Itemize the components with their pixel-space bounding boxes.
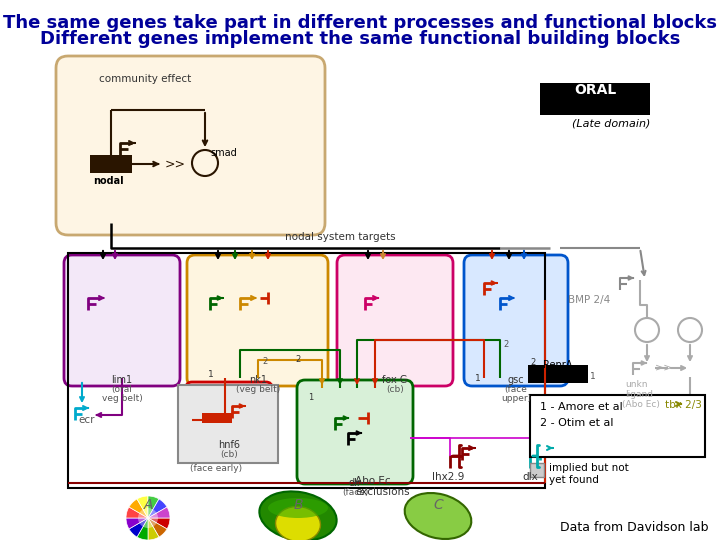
Bar xyxy=(528,365,588,383)
Wedge shape xyxy=(126,518,148,529)
Text: unkn: unkn xyxy=(625,380,647,389)
FancyBboxPatch shape xyxy=(64,255,180,386)
Text: ReprA: ReprA xyxy=(544,360,572,370)
Text: Abo Ec: Abo Ec xyxy=(355,476,391,486)
Text: tbx 2/3: tbx 2/3 xyxy=(665,400,702,410)
Wedge shape xyxy=(137,496,148,518)
Ellipse shape xyxy=(405,493,472,539)
Text: 1: 1 xyxy=(208,370,214,379)
Text: C: C xyxy=(433,498,443,512)
Wedge shape xyxy=(129,499,148,518)
Text: (Abo Ec): (Abo Ec) xyxy=(622,400,660,409)
Text: 2: 2 xyxy=(295,355,300,364)
Bar xyxy=(530,463,544,477)
Text: dlr: dlr xyxy=(348,478,361,488)
Text: (veg belt): (veg belt) xyxy=(236,385,280,394)
Text: ecr: ecr xyxy=(78,415,94,425)
Text: 2 - Otim et al: 2 - Otim et al xyxy=(540,418,613,428)
Text: nodal: nodal xyxy=(93,176,124,186)
Text: yet found: yet found xyxy=(549,475,599,485)
Wedge shape xyxy=(148,518,159,540)
Text: nodal system targets: nodal system targets xyxy=(285,232,395,242)
Text: implied but not: implied but not xyxy=(549,463,629,473)
Text: ORAL: ORAL xyxy=(574,83,616,97)
Wedge shape xyxy=(137,518,148,540)
Text: (Late domain): (Late domain) xyxy=(572,118,650,128)
Text: (oral: (oral xyxy=(112,385,132,394)
Text: >>: >> xyxy=(165,158,186,171)
Wedge shape xyxy=(148,518,170,529)
Text: 1: 1 xyxy=(308,393,313,402)
Text: A: A xyxy=(143,498,153,512)
Text: veg belt): veg belt) xyxy=(102,394,143,403)
Text: 1 - Amore et al: 1 - Amore et al xyxy=(540,402,623,412)
Wedge shape xyxy=(129,518,148,537)
Ellipse shape xyxy=(276,507,320,540)
Text: BMP 2/4: BMP 2/4 xyxy=(568,295,611,305)
FancyBboxPatch shape xyxy=(337,255,453,386)
Text: (face): (face) xyxy=(342,488,368,497)
Text: hnf6: hnf6 xyxy=(218,440,240,450)
Wedge shape xyxy=(126,507,148,518)
Bar xyxy=(530,395,705,457)
Text: ligand: ligand xyxy=(625,390,653,399)
Text: 1: 1 xyxy=(590,372,595,381)
Wedge shape xyxy=(148,499,167,518)
Circle shape xyxy=(138,508,158,528)
Text: 2: 2 xyxy=(262,357,267,366)
Text: 2: 2 xyxy=(530,358,535,367)
Text: 1: 1 xyxy=(475,374,481,383)
Text: Data from Davidson lab: Data from Davidson lab xyxy=(559,521,708,534)
Text: (face: (face xyxy=(505,385,528,394)
FancyBboxPatch shape xyxy=(186,382,272,444)
Text: (face early): (face early) xyxy=(190,464,242,473)
FancyBboxPatch shape xyxy=(56,56,325,235)
FancyBboxPatch shape xyxy=(464,255,568,386)
Bar xyxy=(68,253,545,488)
Bar xyxy=(202,413,232,423)
Text: (cb): (cb) xyxy=(220,450,238,459)
Text: Different genes implement the same functional building blocks: Different genes implement the same funct… xyxy=(40,30,680,48)
Text: nk1: nk1 xyxy=(249,375,267,385)
Wedge shape xyxy=(148,507,170,518)
Wedge shape xyxy=(148,518,167,537)
Wedge shape xyxy=(148,496,159,518)
Text: community effect: community effect xyxy=(99,74,191,84)
Text: dlx: dlx xyxy=(522,472,538,482)
Text: B: B xyxy=(293,498,302,512)
Text: lim1: lim1 xyxy=(112,375,132,385)
Ellipse shape xyxy=(268,498,328,518)
Text: The same genes take part in different processes and functional blocks: The same genes take part in different pr… xyxy=(3,14,717,32)
FancyBboxPatch shape xyxy=(187,255,328,386)
Text: lhx2.9: lhx2.9 xyxy=(432,472,464,482)
Text: exclusions: exclusions xyxy=(355,487,410,497)
Text: 2: 2 xyxy=(503,340,508,349)
Text: gsc: gsc xyxy=(508,375,524,385)
Text: fox G: fox G xyxy=(382,375,408,385)
Bar xyxy=(178,385,278,463)
Bar xyxy=(90,155,132,173)
Bar xyxy=(540,83,650,115)
Ellipse shape xyxy=(259,491,337,540)
Text: upper): upper) xyxy=(501,394,531,403)
Text: smad: smad xyxy=(210,148,237,158)
FancyBboxPatch shape xyxy=(297,380,413,484)
Text: >>: >> xyxy=(655,362,673,372)
Text: (cb): (cb) xyxy=(386,385,404,394)
